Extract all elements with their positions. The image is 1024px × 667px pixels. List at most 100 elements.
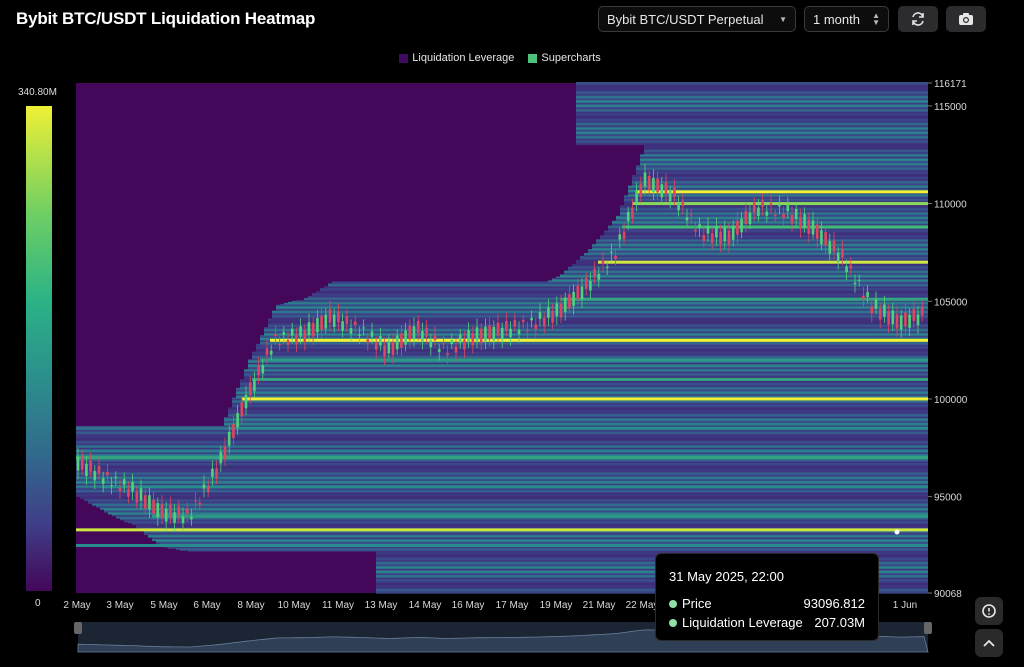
heatmap-band — [552, 279, 928, 281]
heatmap-band — [376, 554, 928, 557]
candle-body — [320, 315, 323, 330]
heatmap-band — [76, 469, 928, 472]
heatmap-band — [260, 337, 928, 339]
heatmap-band — [624, 198, 928, 200]
heatmap-band — [92, 504, 928, 506]
heatmap-band — [376, 581, 928, 583]
candle-body — [232, 424, 235, 439]
candle-body — [194, 500, 197, 502]
candle-body — [593, 268, 596, 277]
heatmap-band — [576, 138, 928, 141]
candle-body — [866, 291, 869, 298]
heatmap-band — [576, 103, 928, 106]
heatmap-band — [576, 122, 928, 124]
screenshot-button[interactable] — [946, 6, 986, 32]
heatmap-band — [244, 371, 928, 373]
candle-body — [786, 204, 790, 212]
candle-body — [551, 310, 554, 323]
heatmap-band — [252, 353, 928, 356]
heatmap-band — [640, 160, 928, 162]
heatmap-band — [120, 517, 928, 520]
heatmap-band — [76, 462, 928, 464]
heatmap-band — [376, 570, 928, 573]
heatmap-band — [144, 533, 928, 535]
heatmap-band — [376, 568, 928, 571]
heatmap-band — [324, 287, 928, 289]
heatmap-band — [76, 476, 928, 479]
heatmap-band — [576, 141, 928, 144]
legend-item-liquidation-leverage[interactable]: Liquidation Leverage — [399, 52, 514, 64]
heatmap-band — [236, 390, 928, 393]
heatmap-band — [592, 247, 928, 249]
heatmap-band — [76, 443, 928, 446]
heatmap-band — [324, 286, 928, 288]
heatmap-band — [628, 188, 928, 191]
heatmap-band — [272, 316, 928, 319]
heatmap-band — [128, 521, 928, 524]
heatmap-band — [620, 205, 928, 207]
heatmap-band — [228, 414, 928, 416]
color-scale-min: 0 — [35, 598, 41, 609]
heatmap-band — [232, 404, 928, 407]
heatmap-band — [268, 325, 928, 327]
scroll-top-button[interactable] — [975, 629, 1003, 657]
candle-body — [521, 320, 525, 323]
market-select[interactable]: Bybit BTC/USDT Perpetual ▼ — [598, 6, 796, 32]
heatmap-band — [76, 482, 928, 485]
heatmap-band — [576, 102, 928, 105]
heatmap-band — [308, 296, 928, 298]
candle-body — [274, 334, 277, 337]
heatmap-band — [76, 451, 928, 453]
settings-button[interactable] — [975, 597, 1003, 625]
heatmap-band — [612, 222, 928, 225]
chart-legend: Liquidation Leverage Supercharts — [0, 52, 1000, 64]
heatmap-band — [80, 496, 928, 498]
heatmap-band — [268, 324, 928, 326]
heatmap-band — [76, 493, 928, 495]
heatmap-band — [248, 368, 928, 370]
heatmap-band — [308, 296, 928, 299]
heatmap-band — [632, 184, 928, 187]
heatmap-band — [76, 437, 928, 440]
range-select[interactable]: 1 month ▲ ▼ — [804, 6, 889, 32]
candle-body — [446, 353, 449, 355]
tooltip-row-price: Price 93096.812 — [669, 596, 865, 611]
heatmap-band — [624, 197, 928, 199]
heatmap-band — [632, 178, 928, 181]
heatmap-band — [624, 195, 928, 197]
heatmap-band — [228, 416, 928, 418]
heatmap-band — [636, 167, 928, 169]
heatmap-band — [600, 235, 928, 238]
heatmap-band — [272, 312, 928, 315]
heatmap-band — [228, 411, 928, 413]
heatmap-band — [620, 212, 928, 215]
candle-body — [698, 224, 701, 229]
heatmap-band — [376, 578, 928, 580]
heatmap-band — [640, 161, 928, 163]
heatmap-band — [76, 440, 928, 443]
heatmap-band — [376, 564, 928, 567]
candle-body — [353, 321, 357, 326]
heatmap-band — [632, 182, 928, 185]
color-scale-bar — [26, 106, 52, 591]
heatmap-band — [236, 392, 928, 395]
heatmap-band — [604, 234, 928, 237]
refresh-button[interactable] — [898, 6, 938, 32]
heatmap-band — [376, 589, 928, 591]
heatmap-band — [100, 507, 928, 509]
candle-body — [248, 382, 252, 396]
heatmap-band — [376, 559, 928, 562]
heatmap-band — [224, 422, 928, 424]
candle-body — [832, 240, 836, 252]
legend-item-supercharts[interactable]: Supercharts — [528, 52, 601, 64]
candle-body — [635, 190, 638, 203]
heatmap-band — [76, 439, 928, 442]
heatmap-band — [260, 336, 928, 338]
candle-body — [261, 365, 265, 374]
candle-body — [589, 280, 592, 291]
heatmap-band — [644, 149, 928, 152]
candle-body — [857, 279, 861, 281]
heatmap-band — [332, 282, 928, 284]
candle-body — [135, 491, 139, 503]
